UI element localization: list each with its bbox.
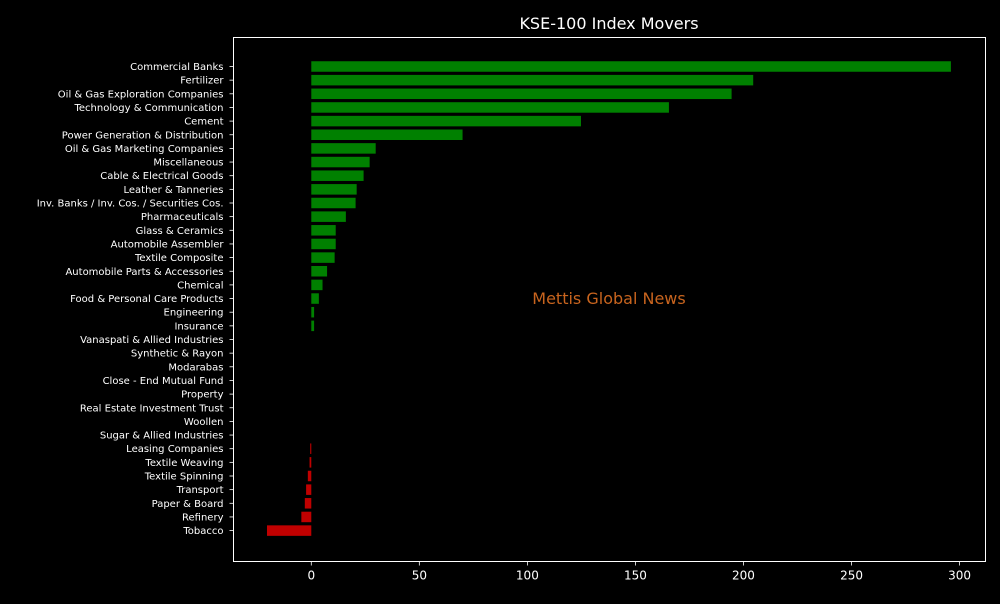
category-labels: Commercial Banks Fertilizer Oil & Gas Expl… bbox=[37, 62, 234, 537]
bar bbox=[266, 525, 312, 536]
category-label: Cable & Electrical Goods bbox=[100, 171, 223, 182]
category-label: Close - End Mutual Fund bbox=[103, 376, 224, 387]
category-label: Power Generation & Distribution bbox=[62, 130, 224, 141]
bar bbox=[311, 320, 315, 332]
bar bbox=[311, 143, 376, 154]
bar bbox=[311, 156, 370, 168]
bar bbox=[310, 443, 312, 454]
category-label: Woollen bbox=[184, 417, 224, 428]
category-label: Vanaspati & Allied Industries bbox=[80, 335, 223, 346]
bar bbox=[311, 293, 319, 304]
bar bbox=[309, 457, 312, 468]
category-label: Transport bbox=[176, 485, 224, 496]
bar bbox=[311, 184, 357, 195]
category-label: Inv. Banks / Inv. Cos. / Securities Cos. bbox=[37, 199, 224, 210]
plot-frame bbox=[233, 37, 986, 562]
bar bbox=[311, 306, 315, 318]
category-label: Chemical bbox=[177, 280, 223, 291]
bar bbox=[311, 279, 323, 291]
category-label: Refinery bbox=[182, 512, 224, 523]
bar bbox=[311, 170, 364, 181]
bar bbox=[307, 470, 312, 482]
category-label: Oil & Gas Exploration Companies bbox=[58, 89, 224, 100]
category-label: Synthetic & Rayon bbox=[131, 349, 224, 360]
category-label: Real Estate Investment Trust bbox=[80, 403, 224, 414]
category-label: Automobile Parts & Accessories bbox=[65, 267, 223, 278]
category-label: Pharmaceuticals bbox=[141, 212, 224, 223]
category-label: Commercial Banks bbox=[130, 62, 223, 73]
category-label: Engineering bbox=[164, 308, 224, 319]
category-label: Modarabas bbox=[168, 362, 223, 373]
category-label: Oil & Gas Marketing Companies bbox=[65, 144, 224, 155]
bar bbox=[311, 74, 754, 86]
category-label: Automobile Assembler bbox=[111, 239, 225, 250]
category-label: Sugar & Allied Industries bbox=[100, 431, 224, 442]
category-label: Property bbox=[181, 390, 223, 401]
bar bbox=[311, 238, 336, 250]
x-tick-label: 200 bbox=[732, 569, 755, 583]
category-label: Cement bbox=[184, 117, 223, 128]
bar bbox=[311, 252, 335, 263]
x-tick-label: 250 bbox=[840, 569, 863, 583]
bar bbox=[311, 225, 336, 236]
watermark-text: Mettis Global News bbox=[532, 289, 685, 308]
category-label: Food & Personal Care Products bbox=[70, 294, 223, 305]
category-label: Tobacco bbox=[182, 526, 223, 537]
bar bbox=[304, 498, 312, 509]
category-label: Leasing Companies bbox=[126, 444, 223, 455]
category-label: Fertilizer bbox=[180, 76, 224, 87]
x-axis: 0 50 100 150 200 250 300 bbox=[307, 561, 971, 583]
x-tick-label: 0 bbox=[307, 569, 315, 583]
category-label: Technology & Communication bbox=[74, 103, 224, 114]
bar bbox=[306, 484, 312, 495]
x-tick-label: 100 bbox=[516, 569, 539, 583]
chart-title: KSE-100 Index Movers bbox=[519, 14, 698, 33]
category-label: Textile Composite bbox=[134, 253, 223, 264]
category-label: Glass & Ceramics bbox=[136, 226, 224, 237]
category-label: Textile Spinning bbox=[144, 472, 224, 483]
bars-layer bbox=[266, 61, 951, 536]
category-label: Leather & Tanneries bbox=[123, 185, 223, 196]
bar bbox=[311, 61, 951, 72]
bar bbox=[311, 197, 356, 209]
category-label: Textile Weaving bbox=[144, 458, 223, 469]
bar bbox=[301, 511, 312, 523]
bar bbox=[311, 88, 732, 100]
category-label: Paper & Board bbox=[152, 499, 224, 510]
bar bbox=[311, 102, 669, 113]
x-tick-label: 300 bbox=[948, 569, 971, 583]
bar bbox=[311, 115, 581, 127]
x-tick-label: 150 bbox=[624, 569, 647, 583]
x-tick-label: 50 bbox=[412, 569, 427, 583]
bar bbox=[311, 129, 463, 140]
bar bbox=[311, 211, 346, 222]
category-label: Miscellaneous bbox=[153, 158, 223, 169]
bar bbox=[311, 266, 328, 277]
category-label: Insurance bbox=[174, 321, 223, 332]
